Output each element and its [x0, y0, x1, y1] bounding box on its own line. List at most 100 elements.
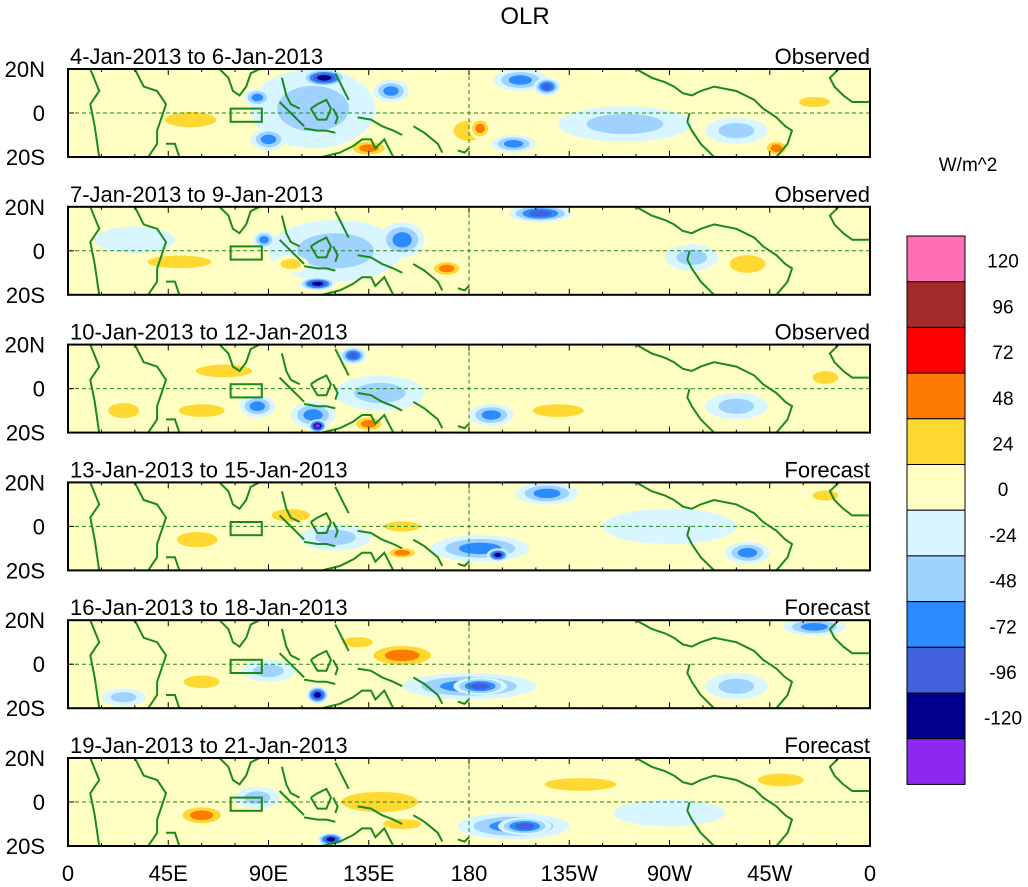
colorbar-tick-label: 72: [992, 343, 1013, 364]
coastline: [218, 344, 261, 373]
lon-tick-label: 0: [62, 861, 74, 886]
olr-anomaly-contour: [770, 144, 783, 153]
olr-anomaly-contour: [392, 232, 412, 248]
coastline: [357, 392, 403, 412]
lat-tick-label: 0: [33, 514, 45, 539]
panel-kind-label: Observed: [775, 44, 870, 69]
colorbar-tick-label: -72: [989, 617, 1016, 638]
coastline: [686, 801, 715, 846]
olr-anomaly-contour: [249, 401, 266, 411]
coastline: [133, 482, 168, 571]
coastline: [635, 758, 794, 846]
colorbar-legend: 120 96 72 48 24 0 -24 -48 -72 -96 -120: [906, 235, 1022, 785]
lon-tick-label: 90E: [249, 861, 288, 886]
coastline: [309, 511, 332, 534]
coastline: [280, 353, 301, 386]
coastline: [218, 758, 261, 786]
coastline: [635, 206, 794, 295]
colorbar-swatch: [906, 738, 966, 785]
olr-anomaly-contour: [481, 410, 501, 420]
coastline: [828, 758, 870, 792]
olr-anomaly-contour: [164, 112, 217, 128]
coastline: [166, 556, 181, 571]
coastline: [412, 676, 444, 705]
coastline: [357, 116, 403, 136]
olr-anomaly-contour: [602, 508, 737, 544]
lon-tick-label: 45W: [747, 861, 792, 886]
olr-anomaly-contour: [812, 371, 839, 384]
olr-anomaly-contour: [533, 488, 561, 499]
olr-anomaly-contour: [259, 235, 269, 244]
coastline: [278, 239, 305, 265]
olr-anomaly-contour: [515, 823, 535, 830]
region-box: [229, 383, 263, 399]
region-box: [229, 796, 263, 812]
olr-anomaly-contour: [303, 409, 323, 421]
olr-anomaly-contour: [394, 549, 410, 556]
colorbar-swatch: [906, 281, 966, 328]
coastline: [280, 628, 301, 661]
lon-tick-label: 135W: [541, 861, 599, 886]
olr-anomaly-contour: [108, 403, 140, 419]
olr-anomaly-contour: [190, 810, 214, 820]
lon-tick-label: 180: [451, 861, 488, 886]
coastline: [686, 388, 715, 433]
coastline: [303, 678, 336, 685]
colorbar-swatch: [906, 372, 966, 420]
coastline: [412, 538, 444, 567]
lon-tick-label: 135E: [343, 861, 394, 886]
olr-anomaly-contour: [718, 678, 755, 694]
coastline: [309, 236, 332, 259]
lat-tick-label: 0: [33, 790, 45, 815]
coastline: [278, 514, 305, 541]
panel-period-label: 10-Jan-2013 to 12-Jan-2013: [70, 320, 348, 345]
colorbar-swatch: [906, 235, 966, 283]
coastline: [635, 344, 794, 433]
coastline: [133, 758, 168, 846]
panel-kind-label: Forecast: [784, 457, 870, 482]
olr-anomaly-contour: [438, 264, 455, 273]
lon-tick-label: 90W: [647, 861, 692, 886]
coastline: [303, 540, 336, 548]
chart-title: OLR: [500, 3, 549, 30]
panel-period-label: 19-Jan-2013 to 21-Jan-2013: [70, 733, 348, 758]
coastline: [89, 758, 101, 846]
coastline: [280, 215, 301, 248]
panel-period-label: 13-Jan-2013 to 15-Jan-2013: [70, 457, 348, 482]
olr-anomaly-contour: [470, 683, 490, 690]
coastline: [332, 659, 339, 676]
panel-kind-label: Forecast: [784, 595, 870, 620]
coastline: [412, 125, 444, 154]
coastline: [280, 490, 301, 523]
lat-tick-label: 0: [33, 652, 45, 677]
olr-anomaly-contour: [718, 398, 755, 414]
olr-anomaly-contour: [800, 622, 828, 631]
coastline: [321, 688, 395, 709]
colorbar-tick-label: 0: [998, 480, 1009, 501]
coastline: [309, 374, 332, 397]
olr-anomaly-contour: [110, 692, 137, 703]
colorbar-swatch: [906, 464, 966, 511]
lat-tick-label: 20N: [5, 746, 45, 771]
coastline: [321, 551, 395, 571]
coastline: [828, 206, 870, 241]
olr-anomaly-contour: [178, 404, 225, 417]
coastline: [334, 761, 350, 790]
map-panel: 20N 0 20S 10-Jan-2013 to 12-Jan-2013 Observe…: [5, 320, 871, 446]
lat-tick-label: 20N: [5, 470, 45, 495]
colorbar-tick-label: 48: [992, 389, 1013, 410]
panel-kind-label: Observed: [775, 182, 870, 207]
coastline: [332, 245, 339, 263]
coastline: [412, 263, 444, 291]
coastline: [89, 482, 101, 571]
lat-tick-label: 20S: [6, 696, 45, 721]
olr-anomaly-contour: [503, 139, 524, 148]
coastline: [321, 413, 395, 433]
lat-tick-label: 20S: [6, 421, 45, 446]
colorbar-tick-label: 96: [992, 297, 1013, 318]
region-box: [229, 107, 263, 123]
lat-tick-label: 20S: [6, 558, 45, 583]
coastline: [278, 790, 305, 816]
